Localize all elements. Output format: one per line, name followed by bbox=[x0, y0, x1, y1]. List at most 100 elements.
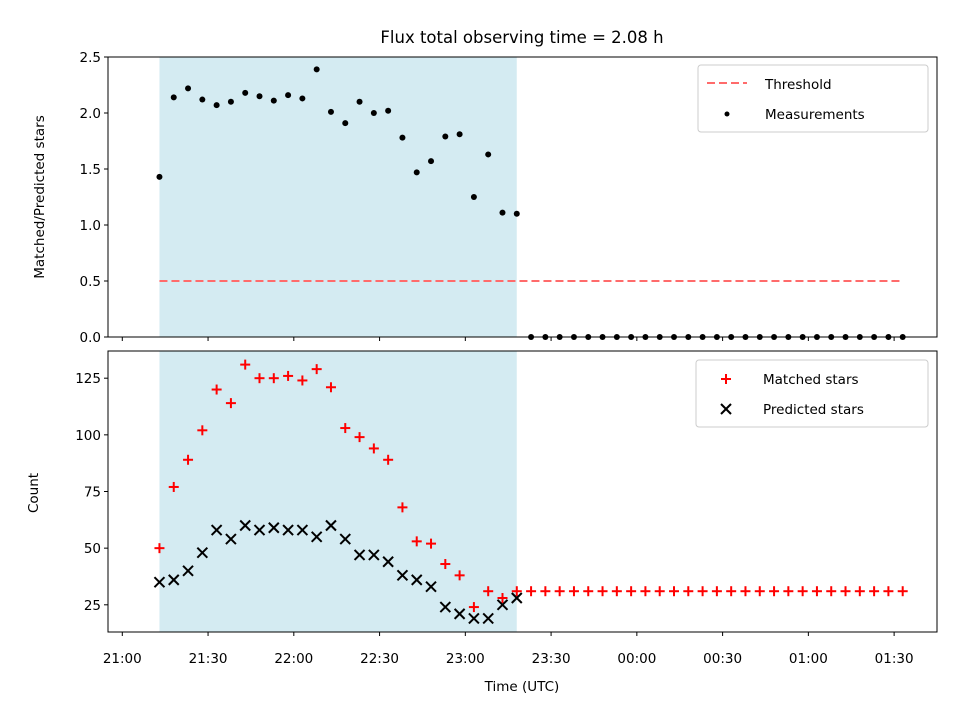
top-legend-box bbox=[697, 64, 929, 133]
top-y-tick-label: 2.5 bbox=[80, 50, 101, 66]
matched-star-point bbox=[211, 384, 222, 395]
predicted-star-point bbox=[396, 569, 409, 582]
measurement-point bbox=[299, 95, 306, 102]
matched-star-point bbox=[240, 359, 251, 370]
x-stroke-b bbox=[496, 599, 509, 611]
matched-star-point bbox=[583, 586, 594, 597]
matched-star-point bbox=[897, 586, 908, 597]
measurement-point bbox=[470, 194, 477, 200]
x-stroke-b bbox=[482, 612, 494, 625]
matched-star-point bbox=[254, 373, 265, 384]
bottom-legend-box bbox=[695, 359, 929, 428]
predicted-star-point bbox=[453, 608, 466, 620]
matched-star-point bbox=[268, 373, 279, 384]
matched-star-point bbox=[311, 364, 322, 375]
matched-star-point bbox=[411, 536, 422, 547]
x-stroke-b bbox=[339, 533, 351, 545]
matched-star-point bbox=[354, 432, 365, 443]
matched-star-point bbox=[754, 586, 765, 597]
measurement-point bbox=[213, 102, 220, 109]
predicted-star-point bbox=[382, 556, 394, 568]
measurement-point bbox=[242, 89, 249, 96]
matched-star-point bbox=[711, 586, 722, 597]
bottom-y-tick-label: 100 bbox=[75, 428, 101, 444]
measurement-point bbox=[399, 134, 406, 141]
matched-star-point bbox=[568, 586, 579, 597]
measurement-point bbox=[156, 173, 163, 180]
x-stroke-b bbox=[511, 592, 523, 604]
measurement-point bbox=[227, 98, 234, 105]
measurement-point bbox=[499, 209, 506, 216]
x-stroke-b bbox=[182, 565, 194, 577]
x-axis-label: Time (UTC) bbox=[484, 679, 560, 695]
top-y-tick-label: 1.5 bbox=[80, 162, 101, 178]
matched-star-point bbox=[526, 586, 537, 597]
measurement-point bbox=[185, 85, 192, 92]
x-stroke-b bbox=[396, 569, 409, 582]
matched-star-point bbox=[611, 586, 622, 597]
x-stroke-b bbox=[353, 549, 366, 561]
matched-star-point bbox=[468, 602, 479, 613]
bottom-legend: Matched stars Predicted stars bbox=[695, 359, 929, 428]
x-stroke-b bbox=[439, 601, 452, 613]
matched-star-point bbox=[721, 374, 731, 384]
predicted-star-point bbox=[511, 592, 523, 604]
predicted-star-point bbox=[411, 574, 423, 586]
x-tick-label: 22:30 bbox=[360, 651, 399, 667]
measurements-legend-swatch bbox=[724, 111, 730, 117]
measurements-legend-label: Measurements bbox=[765, 107, 865, 123]
x-tick-label: 00:00 bbox=[617, 651, 656, 667]
x-tick-label: 22:00 bbox=[274, 651, 313, 667]
matched-star-point bbox=[383, 454, 394, 465]
observing-window-band bbox=[159, 351, 517, 632]
matched-star-point bbox=[840, 586, 851, 597]
matched-star-point bbox=[883, 586, 894, 597]
x-stroke-b bbox=[268, 522, 280, 534]
measurement-point bbox=[413, 169, 420, 176]
predicted-star-point bbox=[368, 549, 380, 561]
matched-star-point bbox=[697, 586, 708, 597]
x-stroke-b bbox=[453, 608, 466, 620]
measurement-point bbox=[513, 210, 520, 217]
measurement-point bbox=[285, 92, 292, 99]
measurement-point bbox=[327, 108, 334, 115]
x-stroke-b bbox=[253, 524, 266, 536]
matched-star-point bbox=[740, 586, 751, 597]
measurement-point bbox=[456, 131, 463, 138]
matched-star-point bbox=[626, 586, 637, 597]
predicted-star-point bbox=[268, 522, 280, 534]
matched-star-point bbox=[340, 423, 351, 434]
x-stroke-b bbox=[310, 531, 323, 543]
matched-star-point bbox=[283, 370, 294, 381]
x-stroke-b bbox=[382, 556, 394, 568]
matched-star-point bbox=[368, 443, 379, 454]
predicted-star-point bbox=[720, 403, 732, 415]
matched-star-point bbox=[797, 586, 808, 597]
matched-star-point bbox=[168, 481, 179, 492]
top-y-axis-label: Matched/Predicted stars bbox=[32, 115, 48, 278]
x-stroke-b bbox=[196, 546, 209, 559]
bottom-y-tick-label: 25 bbox=[84, 598, 101, 614]
measurement-point bbox=[270, 97, 277, 104]
predicted-star-point bbox=[325, 519, 337, 532]
predicted-star-point bbox=[439, 601, 452, 613]
measurement-point bbox=[442, 133, 449, 140]
matched-star-point bbox=[826, 586, 837, 597]
x-stroke-b bbox=[296, 524, 309, 536]
top-axes-frame bbox=[107, 56, 938, 338]
predicted-star-point bbox=[239, 519, 251, 532]
predicted-star-point bbox=[482, 612, 494, 625]
matched-star-point bbox=[511, 586, 522, 597]
x-stroke-b bbox=[210, 524, 223, 536]
matched-star-point bbox=[325, 382, 336, 393]
predicted-star-point bbox=[168, 574, 180, 586]
predicted-star-point bbox=[425, 580, 437, 593]
matched-star-point bbox=[297, 375, 308, 386]
matched-star-point bbox=[683, 586, 694, 597]
x-tick-label: 01:30 bbox=[875, 651, 914, 667]
x-stroke-b bbox=[153, 576, 166, 588]
predicted-star-point bbox=[253, 524, 266, 536]
matched-star-point bbox=[483, 586, 494, 597]
matched-star-point bbox=[454, 570, 465, 581]
